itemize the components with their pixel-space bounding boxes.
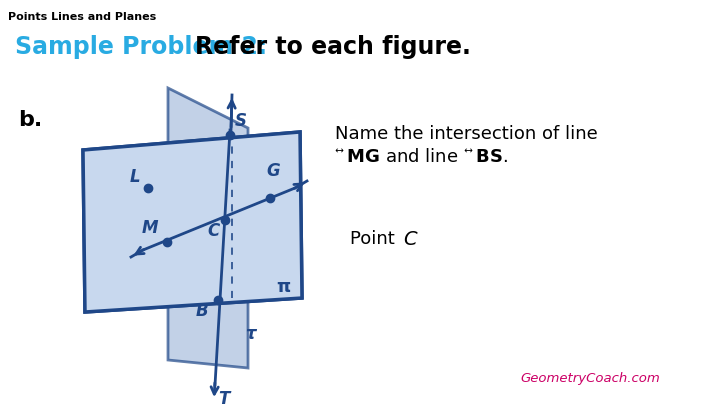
- Text: Sample Problem 2:: Sample Problem 2:: [15, 35, 267, 59]
- Text: b.: b.: [18, 110, 42, 130]
- Text: τ: τ: [245, 325, 256, 343]
- Text: T: T: [218, 390, 230, 405]
- Polygon shape: [83, 132, 302, 312]
- Text: GeometryCoach.com: GeometryCoach.com: [520, 372, 660, 385]
- Text: B: B: [196, 302, 209, 320]
- Text: $\overleftrightarrow{\mathbf{MG}}$ and line  $\overleftrightarrow{\mathbf{BS}}$.: $\overleftrightarrow{\mathbf{MG}}$ and l…: [335, 148, 508, 166]
- Text: Refer to each figure.: Refer to each figure.: [195, 35, 471, 59]
- Text: S: S: [235, 112, 247, 130]
- Text: Name the intersection of line: Name the intersection of line: [335, 125, 598, 143]
- Text: C: C: [207, 222, 220, 240]
- Text: G: G: [266, 162, 279, 180]
- Text: M: M: [142, 219, 158, 237]
- Text: L: L: [130, 168, 140, 186]
- Text: $\mathit{C}$: $\mathit{C}$: [403, 230, 418, 249]
- Polygon shape: [83, 132, 302, 312]
- Text: Points Lines and Planes: Points Lines and Planes: [8, 12, 156, 22]
- Text: π: π: [276, 278, 290, 296]
- Text: Point: Point: [350, 230, 400, 248]
- Polygon shape: [168, 88, 248, 368]
